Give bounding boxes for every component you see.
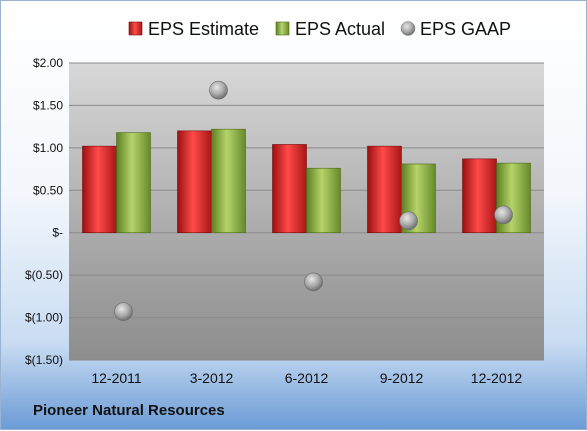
legend-estimate-swatch [128, 21, 143, 36]
x-category-label: 3-2012 [190, 370, 234, 386]
eps-gaap-point [304, 272, 323, 292]
eps-actual-bar [306, 167, 341, 234]
legend-label: EPS GAAP [420, 19, 511, 39]
y-tick-label: $- [52, 226, 63, 240]
eps-estimate-bar [82, 145, 117, 234]
x-category-label: 6-2012 [285, 370, 329, 386]
eps-actual-bar [116, 132, 151, 234]
eps-estimate-bar [177, 130, 212, 234]
eps-estimate-bar [462, 158, 497, 234]
y-tick-label: $(1.50) [25, 353, 63, 367]
eps-gaap-point [494, 205, 513, 225]
eps-gaap-point [114, 302, 133, 321]
y-tick-label: $(0.50) [25, 268, 63, 282]
y-tick-label: $2.00 [33, 56, 63, 70]
eps-estimate-bar [367, 145, 402, 234]
y-tick-label: $1.00 [33, 141, 63, 155]
company-name: Pioneer Natural Resources [33, 402, 225, 419]
eps-actual-bar [211, 128, 246, 234]
y-tick-label: $(1.00) [25, 311, 63, 325]
legend-label: EPS Estimate [148, 19, 259, 39]
legend-gaap-swatch [400, 21, 416, 36]
x-category-label: 12-2012 [471, 370, 523, 386]
x-category-label: 9-2012 [380, 370, 424, 386]
y-tick-label: $1.50 [33, 98, 63, 112]
eps-gaap-point [209, 80, 228, 100]
legend-actual-swatch [275, 21, 290, 36]
eps-estimate-bar [272, 144, 307, 234]
x-category-label: 12-2011 [91, 370, 142, 386]
eps-gaap-point [399, 211, 418, 231]
y-tick-label: $0.50 [33, 183, 63, 197]
legend-label: EPS Actual [295, 19, 385, 39]
